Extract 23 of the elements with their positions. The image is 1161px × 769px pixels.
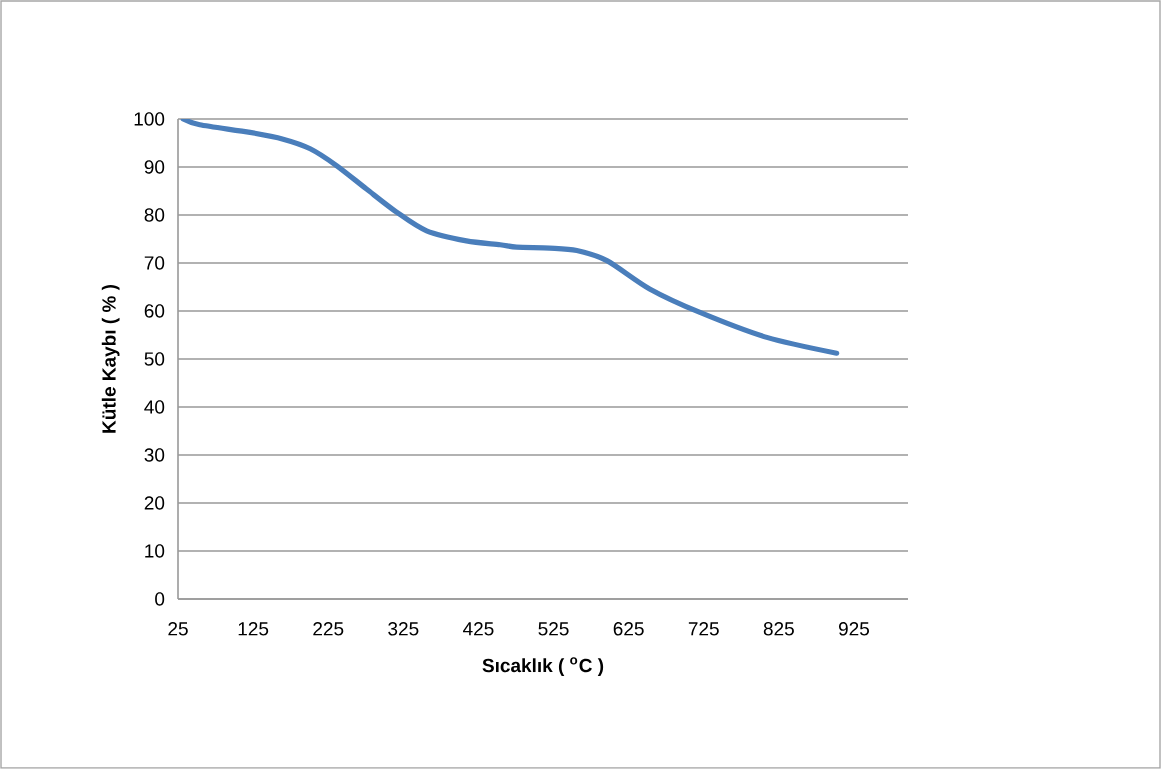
x-tick-label: 725 [688, 622, 719, 636]
x-tick-label: 225 [313, 622, 344, 636]
y-axis-title: Kütle Kaybı ( % ) [101, 284, 120, 433]
y-tick-label: 0 [155, 592, 165, 606]
x-tick-label: 125 [238, 622, 269, 636]
x-tick-label: 525 [538, 622, 569, 636]
y-tick-label: 20 [144, 496, 165, 510]
x-tick-label: 625 [613, 622, 644, 636]
x-tick-label: 325 [388, 622, 419, 636]
x-tick-label: 425 [463, 622, 494, 636]
y-tick-label: 30 [144, 448, 165, 462]
y-tick-label: 40 [144, 400, 165, 414]
y-tick-label: 70 [144, 256, 165, 270]
x-axis-title: Sıcaklık ( $^{o}$C ) [482, 657, 604, 676]
y-tick-label: 100 [134, 112, 165, 126]
y-tick-label: 50 [144, 352, 165, 366]
x-tick-label: 25 [168, 622, 188, 636]
y-tick-label: 10 [145, 544, 165, 558]
x-tick-label: 825 [763, 622, 794, 636]
y-tick-label: 90 [144, 160, 165, 174]
y-tick-label: 80 [144, 208, 165, 222]
x-tick-label: 925 [838, 622, 870, 636]
y-tick-label: 60 [144, 304, 165, 318]
